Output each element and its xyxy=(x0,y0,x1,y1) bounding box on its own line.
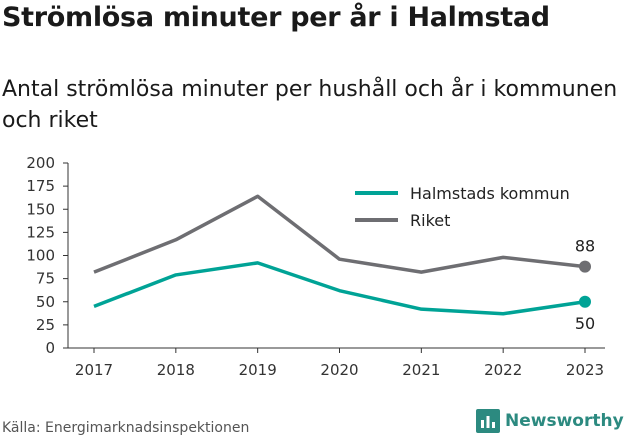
y-tick-label: 200 xyxy=(26,154,55,172)
series-lines: 50 88 xyxy=(93,194,595,333)
y-tick-label: 100 xyxy=(26,247,55,265)
x-tick-label: 2023 xyxy=(566,361,604,379)
chart-title: Strömlösa minuter per år i Halmstad xyxy=(2,2,550,33)
legend-box xyxy=(345,174,595,236)
legend: Halmstads kommun Riket xyxy=(345,174,595,236)
series-end-point xyxy=(579,260,591,273)
y-tick-label: 175 xyxy=(26,177,55,195)
y-tick-label: 150 xyxy=(26,200,55,218)
legend-label: Riket xyxy=(410,211,450,230)
brand-logo[interactable]: Newsworthy xyxy=(476,409,624,433)
series-end-label: 50 xyxy=(575,314,595,333)
x-tick-label: 2018 xyxy=(157,361,195,379)
series-end-label: 88 xyxy=(575,237,595,256)
x-tick-label: 2022 xyxy=(484,361,522,379)
newsworthy-logo-icon xyxy=(476,409,500,433)
x-tick-label: 2021 xyxy=(402,361,440,379)
y-tick-label: 25 xyxy=(36,316,55,334)
brand-name: Newsworthy xyxy=(505,411,624,431)
x-tick-label: 2017 xyxy=(75,361,113,379)
y-tick-label: 125 xyxy=(26,223,55,241)
x-tick-label: 2019 xyxy=(239,361,277,379)
chart-subtitle: Antal strömlösa minuter per hushåll och … xyxy=(2,77,618,133)
series-line-halmstad xyxy=(93,261,586,316)
source-note: Källa: Energimarknadsinspektionen xyxy=(2,420,250,436)
x-axis: 2017 2018 2019 2020 2021 2022 2023 xyxy=(68,347,605,379)
x-tick-label: 2020 xyxy=(320,361,358,379)
series-line-riket xyxy=(93,194,586,274)
y-tick-label: 50 xyxy=(36,293,55,311)
series-end-point xyxy=(579,295,591,308)
y-tick-label: 75 xyxy=(36,270,55,288)
legend-label: Halmstads kommun xyxy=(410,184,570,203)
y-tick-label: 0 xyxy=(45,339,55,357)
y-axis: 0 25 50 75 100 125 150 175 200 xyxy=(26,154,69,357)
